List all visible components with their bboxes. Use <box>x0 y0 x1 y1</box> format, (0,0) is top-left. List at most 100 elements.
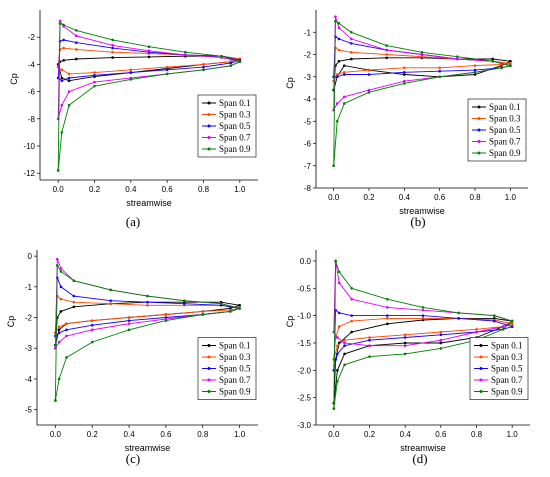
data-point <box>59 267 63 270</box>
y-tick-label: -4 <box>304 95 312 104</box>
y-tick-label: -3 <box>304 73 312 82</box>
legend-swatch-marker <box>207 367 211 370</box>
data-point <box>67 103 71 107</box>
series-span-0.1 <box>332 56 512 92</box>
data-point <box>350 297 353 301</box>
legend-swatch-marker <box>207 101 211 105</box>
data-point <box>335 73 339 76</box>
x-tick-label: 0.4 <box>399 193 411 202</box>
data-point <box>238 307 241 310</box>
x-tick-label: 0.4 <box>400 430 412 439</box>
data-point <box>111 38 114 42</box>
data-point <box>202 65 205 69</box>
data-point <box>475 330 478 334</box>
x-axis-title: streamwise <box>399 206 445 216</box>
data-point <box>229 61 233 65</box>
data-point <box>456 57 459 61</box>
data-point <box>420 50 424 54</box>
y-tick-label: -1 <box>25 283 33 292</box>
y-tick-label: -5 <box>25 406 33 415</box>
data-point <box>343 338 346 342</box>
data-point <box>336 369 339 372</box>
data-point <box>403 73 406 76</box>
data-point <box>337 59 341 63</box>
data-point <box>60 131 64 134</box>
data-point <box>336 379 339 383</box>
legend-swatch-marker <box>477 151 481 155</box>
data-point <box>60 68 64 72</box>
data-point <box>111 44 114 47</box>
data-point <box>75 48 78 51</box>
data-point <box>201 310 205 313</box>
y-tick-label: -2.0 <box>297 366 311 375</box>
data-point <box>350 50 353 54</box>
data-point <box>165 65 169 69</box>
y-tick-label: -3.0 <box>297 421 311 430</box>
data-point <box>337 48 341 52</box>
legend-label: Span 0.7 <box>219 375 251 385</box>
series-span-0.9 <box>332 259 514 410</box>
data-point <box>72 300 76 304</box>
y-tick-label: -2.5 <box>297 394 311 403</box>
data-point <box>165 68 169 72</box>
legend-label: Span 0.7 <box>491 375 523 385</box>
data-point <box>202 63 205 66</box>
data-point <box>57 340 61 344</box>
legend-label: Span 0.5 <box>491 364 523 374</box>
data-point <box>65 322 68 325</box>
data-point <box>146 303 149 307</box>
series-curve-upper <box>333 260 513 333</box>
legend-label: Span 0.1 <box>219 341 251 351</box>
data-point <box>111 46 114 50</box>
data-point <box>72 279 76 283</box>
data-point <box>509 59 512 63</box>
data-point <box>62 38 65 42</box>
data-point <box>367 68 371 72</box>
data-point <box>334 259 337 263</box>
legend-label: Span 0.5 <box>219 364 251 374</box>
data-point <box>109 288 112 292</box>
legend-swatch-marker <box>207 113 211 116</box>
data-point <box>109 299 112 302</box>
data-point <box>60 76 64 80</box>
data-point <box>184 50 187 54</box>
data-point <box>336 352 339 356</box>
y-tick-label: -5 <box>304 117 312 126</box>
y-axis-title: Cp <box>285 316 295 328</box>
data-point <box>342 102 346 105</box>
data-point <box>343 341 346 345</box>
data-point <box>386 306 389 309</box>
data-point <box>385 48 388 52</box>
legend-swatch-marker <box>479 367 483 370</box>
legend-swatch-marker <box>479 355 483 359</box>
data-point <box>93 73 96 77</box>
data-point <box>439 338 443 342</box>
x-tick-label: 0.4 <box>124 430 136 439</box>
data-point <box>421 317 425 320</box>
panel-label: (d) <box>412 451 427 466</box>
series-span-0.5 <box>56 38 242 83</box>
series-curve-lower <box>55 307 240 334</box>
data-point <box>403 79 406 83</box>
data-point <box>343 352 346 356</box>
data-point <box>75 41 78 44</box>
data-point <box>67 90 71 93</box>
data-point <box>337 270 341 274</box>
data-point <box>72 294 76 298</box>
y-axis-title: Cp <box>285 77 295 89</box>
y-axis-title: Cp <box>6 316 16 328</box>
x-axis-title: streamwise <box>126 198 172 208</box>
data-point <box>385 53 388 56</box>
data-point <box>337 37 341 41</box>
data-point <box>420 53 424 56</box>
data-point <box>90 340 94 344</box>
x-tick-label: 0.0 <box>328 193 340 202</box>
data-point <box>350 30 353 34</box>
series-span-0.3 <box>54 294 241 335</box>
x-tick-label: 0.8 <box>198 185 210 194</box>
series-curve-upper <box>54 259 240 349</box>
series-span-0.9 <box>332 19 512 168</box>
data-point <box>342 73 346 76</box>
data-point <box>62 46 65 50</box>
data-point <box>60 79 64 83</box>
